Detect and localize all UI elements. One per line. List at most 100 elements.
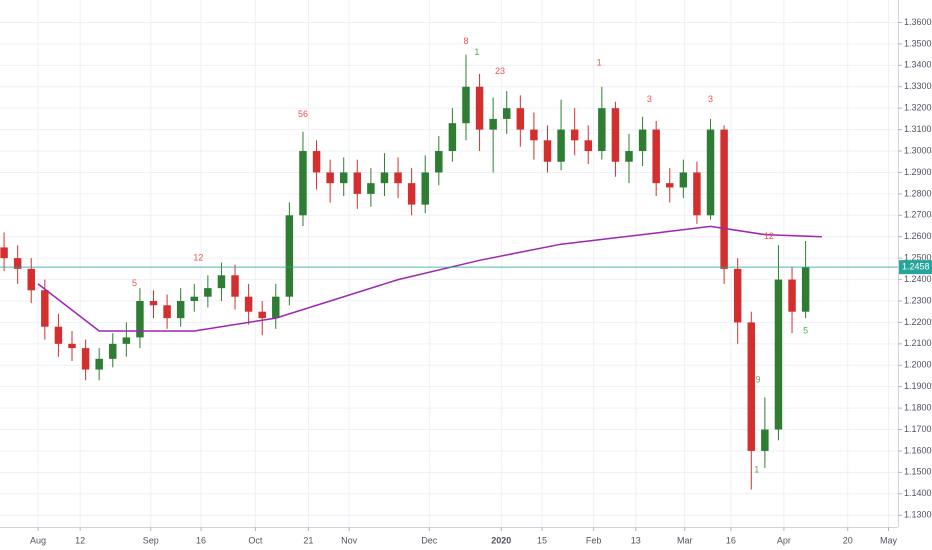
candle-body — [774, 279, 783, 430]
annotation: 3 — [647, 94, 652, 104]
y-tick-label: 1.1600 — [904, 445, 932, 455]
candle-body — [367, 183, 375, 194]
annotation: 56 — [298, 109, 308, 119]
y-tick-label: 1.1800 — [904, 402, 932, 412]
candle-body — [666, 183, 674, 188]
candle-body — [0, 247, 8, 259]
y-tick-label: 1.2200 — [904, 317, 932, 327]
candle-body — [611, 108, 620, 162]
y-tick-label: 1.1500 — [904, 467, 932, 477]
candle-body — [231, 275, 239, 297]
moving-average — [37, 225, 822, 332]
candle-body — [625, 151, 633, 162]
candle-body — [353, 172, 362, 194]
y-tick-label: 1.2100 — [904, 338, 932, 348]
x-tick-label: Aug — [30, 535, 46, 545]
last-price-label: 1.2458 — [902, 262, 930, 272]
annotation: 9 — [756, 375, 761, 385]
annotation: 8 — [463, 36, 468, 46]
y-tick-label: 1.3600 — [904, 17, 932, 27]
candle-body — [679, 172, 688, 188]
y-tick-label: 1.2800 — [904, 188, 932, 198]
candle-body — [543, 140, 552, 162]
x-tick-label: 13 — [631, 535, 641, 545]
x-tick-label: Apr — [777, 535, 791, 545]
x-tick-label: Mar — [677, 535, 693, 545]
annotation: 5 — [132, 278, 137, 288]
x-tick-label: Nov — [341, 535, 358, 545]
candle-body — [136, 300, 144, 338]
candle-body — [421, 172, 429, 205]
y-tick-label: 1.3400 — [904, 60, 932, 70]
candle-body — [285, 215, 294, 297]
candle-body — [380, 172, 389, 184]
candle-body — [435, 151, 443, 173]
y-tick-label: 1.3300 — [904, 81, 932, 91]
candle-body — [149, 300, 158, 306]
y-tick-label: 1.2300 — [904, 295, 932, 305]
candle-body — [733, 268, 742, 323]
candle-body — [13, 258, 22, 269]
y-tick-label: 1.1700 — [904, 424, 932, 434]
annotation: 12 — [764, 231, 774, 241]
candle-body — [244, 296, 253, 312]
candle-body — [394, 172, 402, 184]
annotation: 1 — [597, 58, 602, 68]
candle-body — [163, 305, 171, 319]
x-tick-label: 16 — [726, 535, 736, 545]
candle-body — [598, 108, 606, 152]
x-tick-label: Feb — [586, 535, 602, 545]
candle-body — [570, 129, 579, 141]
candle-body — [407, 183, 416, 205]
candle-body — [801, 267, 810, 312]
candle-body — [204, 288, 212, 297]
x-tick-label: 20 — [843, 535, 853, 545]
candle-body — [68, 343, 76, 349]
candle-body — [176, 300, 185, 319]
candle-body — [95, 358, 103, 370]
y-tick-label: 1.2900 — [904, 167, 932, 177]
candle-body — [81, 348, 90, 370]
candle-body — [109, 343, 117, 359]
candle-body — [530, 129, 538, 141]
candle-body — [747, 322, 756, 451]
candle-body — [41, 290, 49, 327]
last-price-box — [899, 260, 932, 275]
x-tick-label: 15 — [537, 535, 547, 545]
y-tick-label: 1.3200 — [904, 103, 932, 113]
x-tick-label: 16 — [196, 535, 206, 545]
candle-body — [489, 118, 497, 130]
candle-body — [27, 268, 35, 291]
y-tick-label: 1.2000 — [904, 360, 932, 370]
y-tick-label: 1.3000 — [904, 145, 932, 155]
candle-body — [475, 86, 484, 130]
x-tick-label: Dec — [421, 535, 438, 545]
candle-body — [693, 172, 701, 216]
candle-body — [516, 108, 525, 130]
y-tick-label: 1.2700 — [904, 210, 932, 220]
annotation: 12 — [193, 253, 203, 263]
candle-body — [638, 129, 647, 152]
y-tick-label: 1.2600 — [904, 231, 932, 241]
candle-body — [706, 129, 715, 216]
candle-body — [299, 151, 307, 216]
candle-body — [761, 429, 769, 451]
y-tick-label: 1.1300 — [904, 510, 932, 520]
candle-body — [557, 129, 565, 162]
y-tick-label: 1.3100 — [904, 124, 932, 134]
candle-body — [339, 172, 348, 184]
candle-body — [720, 129, 728, 269]
annotation: 3 — [708, 94, 713, 104]
candle-body — [503, 108, 511, 119]
y-tick-label: 1.2400 — [904, 274, 932, 284]
candle-body — [788, 279, 796, 312]
y-tick-label: 1.1900 — [904, 381, 932, 391]
x-tick-label: Sep — [143, 535, 159, 545]
candle-body — [312, 151, 321, 173]
x-tick-label: 2020 — [491, 535, 511, 545]
candle-body — [272, 296, 280, 319]
x-tick-label: May — [880, 535, 898, 545]
y-tick-label: 1.1400 — [904, 488, 932, 498]
candle-body — [584, 140, 592, 152]
